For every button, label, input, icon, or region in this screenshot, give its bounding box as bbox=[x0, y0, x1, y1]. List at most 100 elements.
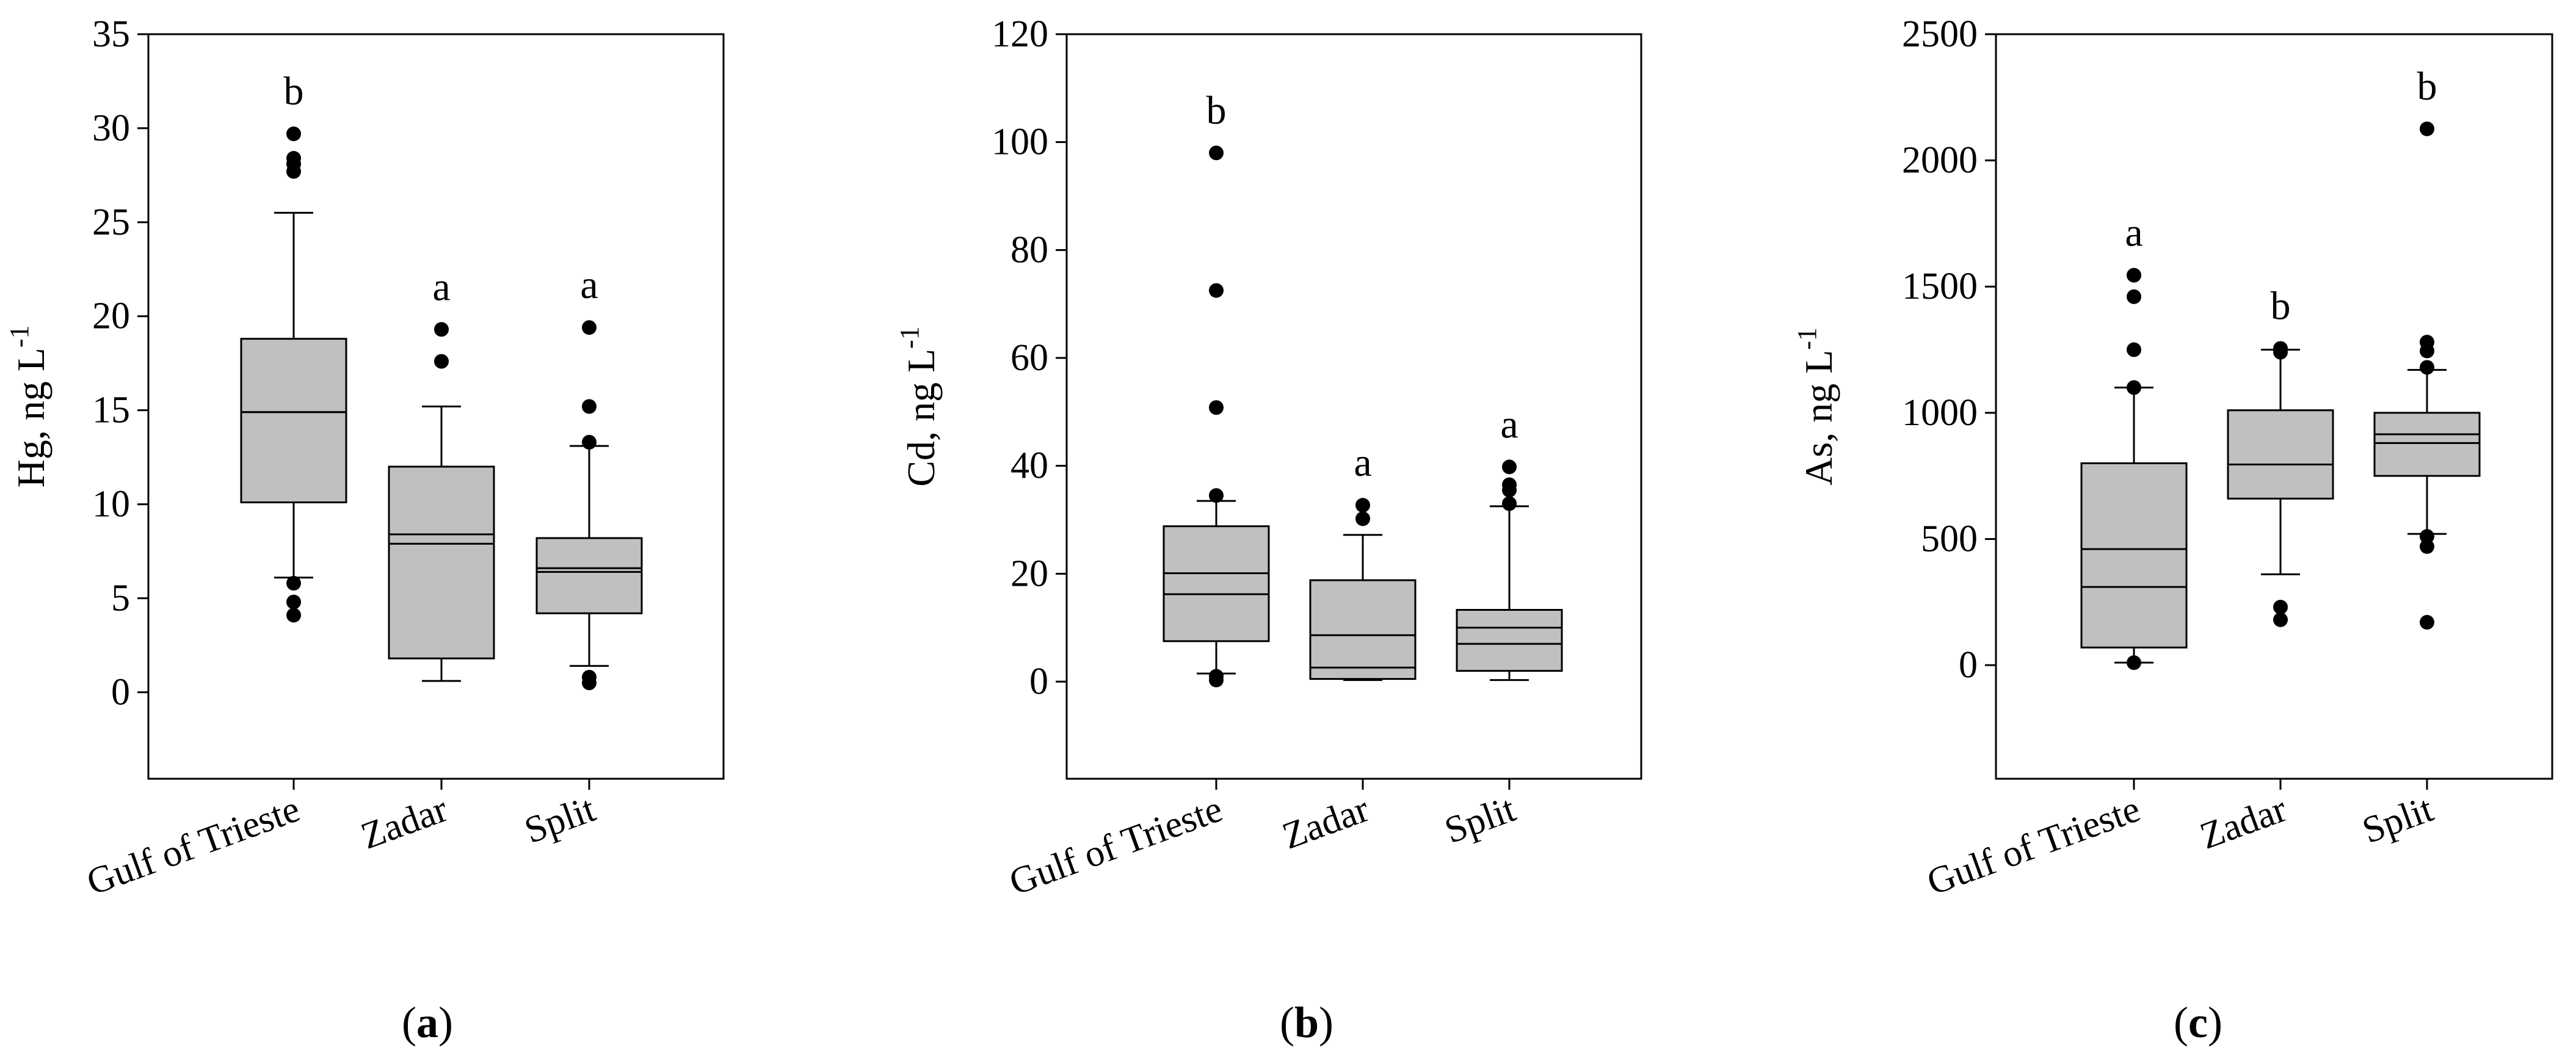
significance-letter: a bbox=[2125, 211, 2142, 255]
x-tick-label: Split bbox=[2357, 788, 2438, 851]
y-tick-label: 20 bbox=[92, 296, 130, 337]
significance-letter: b bbox=[284, 69, 304, 114]
panel-label: (c) bbox=[2174, 998, 2222, 1047]
iqr-box bbox=[2227, 409, 2334, 500]
y-tick-label: 5 bbox=[111, 577, 130, 619]
significance-letter: a bbox=[1354, 440, 1371, 485]
panel-a: 0 5 10 15 20 25 30 35 Hg, ng L-1 b Gulf of Trieste… bbox=[4, 13, 725, 1047]
outlier-point bbox=[1209, 145, 1224, 161]
iqr-box bbox=[1163, 525, 1270, 643]
outlier-point bbox=[582, 434, 597, 450]
outlier-point bbox=[1209, 283, 1224, 298]
y-tick-label: 40 bbox=[1010, 445, 1048, 487]
significance-letter: a bbox=[1500, 402, 1518, 446]
outlier-point bbox=[1355, 511, 1370, 526]
x-tick-label: Gulf of Trieste bbox=[1004, 788, 1227, 903]
plot-frame bbox=[147, 33, 725, 780]
outlier-point bbox=[1355, 498, 1370, 513]
x-tick-label: Zadar bbox=[1277, 788, 1374, 857]
significance-letter: b bbox=[2417, 64, 2437, 109]
outlier-point bbox=[1209, 488, 1224, 503]
iqr-box bbox=[1309, 579, 1417, 680]
outlier-point bbox=[582, 399, 597, 414]
y-tick-label: 0 bbox=[1029, 661, 1048, 702]
iqr-box bbox=[535, 537, 643, 614]
y-axis-label: Hg, ng L-1 bbox=[4, 326, 53, 488]
box-zadar: a bbox=[1309, 440, 1417, 681]
outlier-point bbox=[2273, 600, 2288, 615]
outlier-point bbox=[1502, 496, 1517, 511]
x-tick-label: Split bbox=[519, 788, 600, 851]
x-tick-label: Zadar bbox=[356, 788, 453, 857]
plot-frame bbox=[1065, 33, 1642, 780]
box-split: a bbox=[535, 263, 643, 691]
iqr-box bbox=[2080, 462, 2188, 649]
outlier-point bbox=[2127, 289, 2141, 304]
iqr-box bbox=[388, 465, 495, 660]
significance-letter: b bbox=[1206, 88, 1227, 133]
box-split: a bbox=[1456, 402, 1563, 681]
outlier-point bbox=[2420, 360, 2434, 375]
panel-b: 0 20 40 60 80 100 120 Cd, ng L-1 b Gulf of Triest… bbox=[894, 13, 1642, 1047]
outlier-point bbox=[286, 575, 301, 591]
y-axis-label: As, ng L-1 bbox=[1792, 327, 1840, 486]
outlier-point bbox=[286, 608, 301, 623]
y-tick-label: 15 bbox=[92, 390, 130, 431]
box-zadar: b bbox=[2227, 283, 2334, 627]
outlier-point bbox=[2420, 335, 2434, 350]
outlier-point bbox=[1502, 477, 1517, 492]
y-tick-label: 20 bbox=[1010, 553, 1048, 594]
box-zadar: a bbox=[388, 264, 495, 682]
outlier-point bbox=[1502, 459, 1517, 475]
y-tick-label: 0 bbox=[111, 671, 130, 713]
x-tick-label: Gulf of Trieste bbox=[81, 788, 305, 903]
box-split: b bbox=[2373, 64, 2481, 630]
outlier-point bbox=[286, 594, 301, 610]
panel-label: (b) bbox=[1280, 998, 1333, 1047]
y-tick-label: 120 bbox=[992, 13, 1048, 55]
iqr-box bbox=[2373, 412, 2481, 477]
outlier-point bbox=[2420, 121, 2434, 136]
significance-letter: b bbox=[2271, 283, 2291, 328]
y-tick-label: 0 bbox=[1959, 644, 1978, 686]
outlier-point bbox=[2420, 614, 2434, 630]
y-tick-label: 30 bbox=[92, 107, 130, 149]
y-tick-label: 35 bbox=[92, 13, 130, 55]
y-tick-label: 100 bbox=[992, 122, 1048, 163]
y-tick-label: 25 bbox=[92, 202, 130, 243]
significance-letter: a bbox=[432, 264, 450, 309]
outlier-point bbox=[286, 126, 301, 142]
outlier-point bbox=[2273, 612, 2288, 627]
outlier-point bbox=[434, 322, 449, 337]
outlier-point bbox=[2420, 539, 2434, 554]
y-tick-label: 500 bbox=[1921, 518, 1978, 559]
outlier-point bbox=[1209, 669, 1224, 684]
outlier-point bbox=[2273, 341, 2288, 356]
y-tick-label: 60 bbox=[1010, 337, 1048, 379]
panel-c: 0 500 1000 1500 2000 2500 As, ng L-1 a Gulf of T… bbox=[1792, 13, 2553, 1047]
box-gulf-of-trieste: b bbox=[240, 69, 347, 623]
outlier-point bbox=[434, 354, 449, 369]
plot-frame bbox=[1995, 33, 2553, 780]
outlier-point bbox=[582, 669, 597, 685]
box-gulf-of-trieste: a bbox=[2080, 211, 2188, 670]
outlier-point bbox=[2420, 529, 2434, 544]
significance-letter: a bbox=[580, 263, 598, 307]
outlier-point bbox=[2127, 380, 2141, 395]
x-tick-label: Zadar bbox=[2195, 788, 2292, 857]
y-tick-label: 80 bbox=[1010, 229, 1048, 271]
x-tick-label: Split bbox=[1439, 788, 1520, 851]
iqr-box bbox=[1456, 609, 1563, 672]
x-tick-label: Gulf of Trieste bbox=[1921, 788, 2145, 903]
outlier-point bbox=[2127, 342, 2141, 357]
outlier-point bbox=[286, 151, 301, 166]
outlier-point bbox=[582, 320, 597, 335]
y-tick-label: 10 bbox=[92, 484, 130, 525]
iqr-box bbox=[240, 338, 347, 503]
outlier-point bbox=[2127, 268, 2141, 283]
y-tick-label: 1000 bbox=[1902, 392, 1978, 434]
y-tick-label: 2000 bbox=[1902, 140, 1978, 181]
y-tick-label: 1500 bbox=[1902, 266, 1978, 307]
y-axis-label: Cd, ng L-1 bbox=[894, 326, 943, 486]
